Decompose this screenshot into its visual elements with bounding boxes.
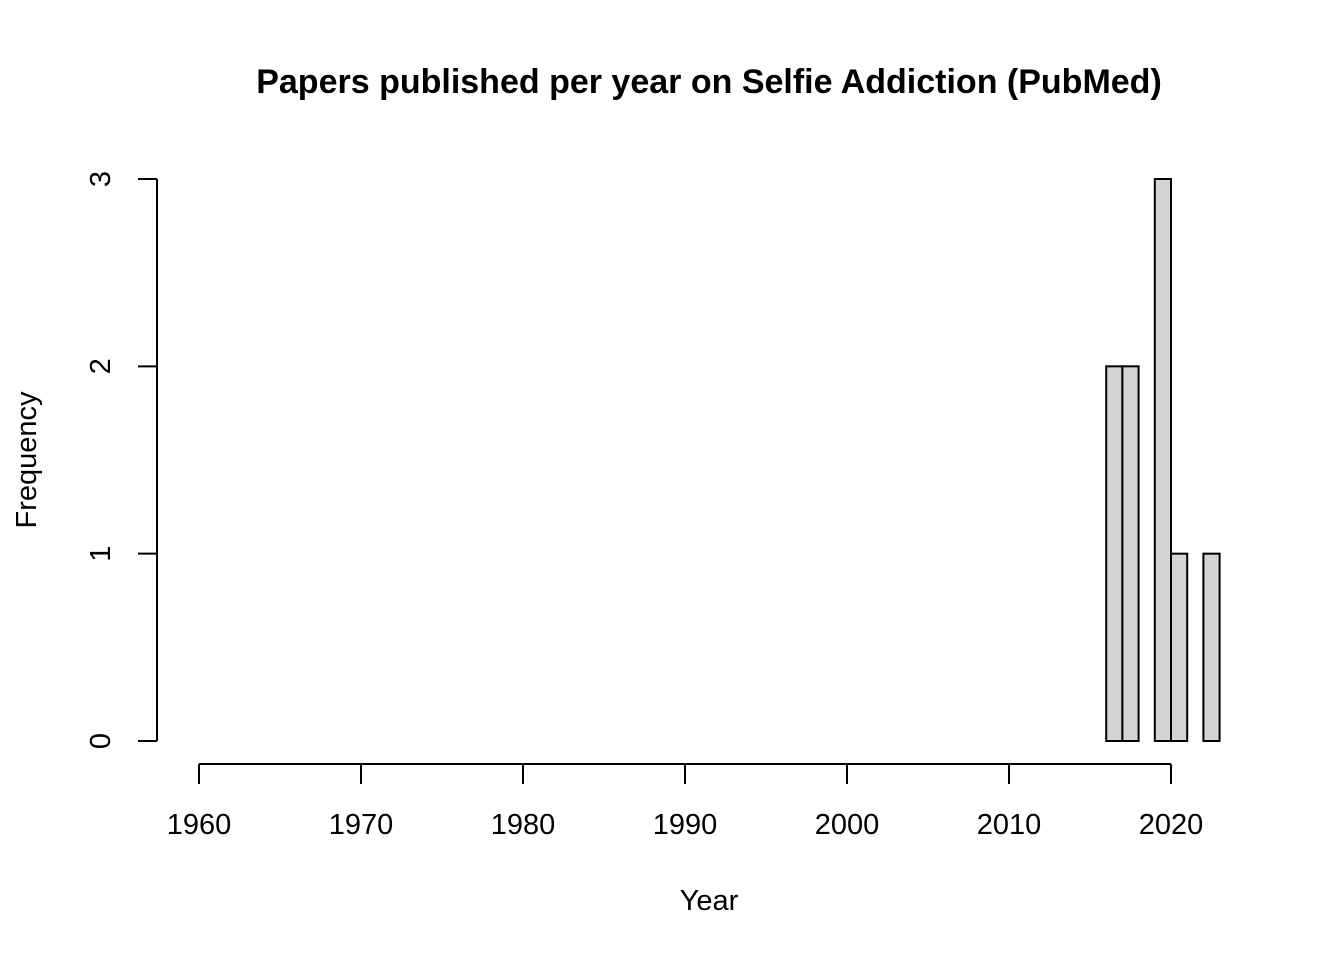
y-axis-label: Frequency	[11, 391, 43, 529]
y-axis: 0 1 2 3	[85, 171, 158, 749]
y-tick-label: 0	[85, 733, 117, 749]
x-axis: 1960 1970 1980 1990 2000 2010 2020	[167, 763, 1204, 841]
bar-2017	[1121, 365, 1140, 742]
x-tick-label: 2010	[977, 809, 1042, 841]
x-axis-label: Year	[680, 885, 739, 917]
bar-2016	[1105, 365, 1124, 742]
y-tick-label: 2	[85, 358, 117, 374]
x-tick-label: 2020	[1139, 809, 1204, 841]
x-tick-label: 1980	[491, 809, 556, 841]
bar-2022	[1202, 552, 1221, 743]
x-tick-label: 2000	[815, 809, 880, 841]
y-tick-label: 1	[85, 546, 117, 562]
x-tick-label: 1970	[329, 809, 394, 841]
bar-2019	[1153, 178, 1173, 742]
bar-2020	[1170, 552, 1189, 743]
bars	[1105, 178, 1221, 743]
chart-title: Papers published per year on Selfie Addi…	[256, 63, 1162, 101]
x-tick-label: 1990	[653, 809, 718, 841]
y-tick-label: 3	[85, 171, 117, 187]
x-tick-label: 1960	[167, 809, 232, 841]
